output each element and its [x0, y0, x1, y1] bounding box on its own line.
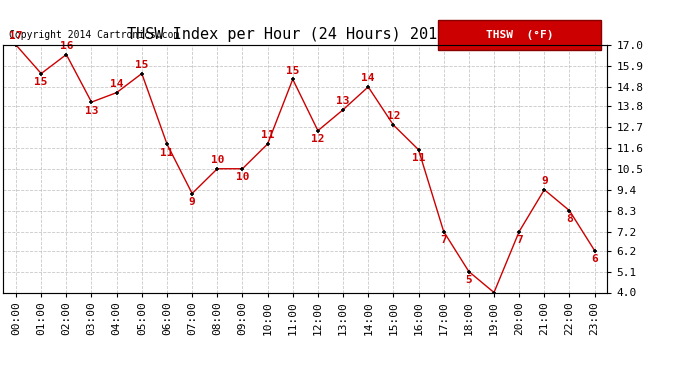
FancyBboxPatch shape — [438, 20, 601, 50]
Point — [137, 70, 148, 76]
Text: 7: 7 — [516, 235, 522, 245]
Point — [313, 128, 324, 134]
Point — [589, 248, 600, 254]
Point — [86, 99, 97, 105]
Text: 16: 16 — [59, 41, 73, 51]
Text: 7: 7 — [440, 235, 447, 245]
Text: 15: 15 — [135, 60, 148, 70]
Point — [489, 290, 500, 296]
Point — [513, 229, 524, 235]
Text: 11: 11 — [261, 130, 275, 140]
Point — [186, 190, 197, 196]
Text: 9: 9 — [541, 176, 548, 186]
Text: 11: 11 — [160, 148, 174, 158]
Point — [36, 70, 47, 76]
Point — [262, 141, 273, 147]
Point — [539, 187, 550, 193]
Title: THSW Index per Hour (24 Hours) 20140205: THSW Index per Hour (24 Hours) 20140205 — [128, 27, 483, 42]
Point — [111, 90, 122, 96]
Text: 12: 12 — [386, 111, 400, 122]
Point — [463, 268, 474, 274]
Text: 8: 8 — [566, 214, 573, 224]
Point — [10, 42, 21, 48]
Point — [287, 76, 298, 82]
Text: THSW  (°F): THSW (°F) — [486, 30, 553, 40]
Point — [61, 51, 72, 57]
Point — [161, 141, 172, 147]
Text: 9: 9 — [189, 197, 195, 207]
Text: 6: 6 — [591, 254, 598, 264]
Point — [237, 166, 248, 172]
Point — [337, 107, 348, 113]
Text: 17: 17 — [9, 32, 23, 41]
Point — [413, 147, 424, 153]
Point — [438, 229, 449, 235]
Text: 11: 11 — [412, 153, 425, 163]
Text: 13: 13 — [85, 106, 98, 116]
Point — [363, 84, 374, 90]
Text: 15: 15 — [34, 77, 48, 87]
Point — [564, 208, 575, 214]
Text: 10: 10 — [236, 172, 249, 182]
Text: Copyright 2014 Cartronics.com: Copyright 2014 Cartronics.com — [10, 30, 180, 40]
Text: 10: 10 — [210, 155, 224, 165]
Text: 12: 12 — [311, 134, 325, 144]
Point — [388, 122, 399, 128]
Text: 13: 13 — [336, 96, 350, 106]
Point — [212, 166, 223, 172]
Text: 5: 5 — [466, 275, 472, 285]
Text: 15: 15 — [286, 66, 299, 76]
Text: 14: 14 — [110, 79, 124, 89]
Text: 14: 14 — [362, 74, 375, 83]
